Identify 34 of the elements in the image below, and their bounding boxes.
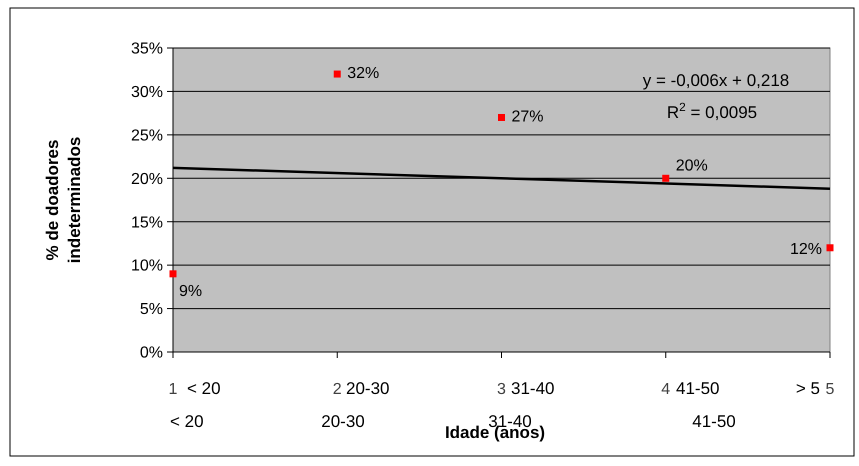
data-label: 32% xyxy=(347,65,380,82)
x-tick-label: 4 xyxy=(661,381,670,398)
text: < 20 xyxy=(170,412,204,431)
data-label: 20% xyxy=(676,157,708,174)
annotation: R$^{2}$ = 0,0095 xyxy=(666,100,758,122)
x-tick-label: 3 xyxy=(497,381,506,398)
point xyxy=(170,270,176,278)
data-label: 9% xyxy=(179,282,202,300)
data-label: 12% xyxy=(790,240,822,258)
x-tick-label: 2 xyxy=(332,381,342,398)
text: > 5 xyxy=(796,379,820,398)
y-tick-label: 15% xyxy=(130,214,163,232)
y-tick-label: 20% xyxy=(130,170,163,188)
point xyxy=(498,114,505,121)
text: 20-30 xyxy=(346,379,390,398)
point xyxy=(334,70,341,78)
y-tick-label: 5% xyxy=(140,301,163,318)
x-tick-label: 1 xyxy=(168,381,178,398)
y-tick-label: 30% xyxy=(130,84,163,102)
text: 20-30 xyxy=(321,412,365,431)
text: 31-40 xyxy=(511,379,554,398)
y-tick-label: 25% xyxy=(130,127,163,144)
text: < 20 xyxy=(187,379,221,398)
y-tick-label: 10% xyxy=(130,258,163,275)
text: 41-50 xyxy=(692,412,736,431)
data-label: 27% xyxy=(512,108,544,126)
point xyxy=(662,174,670,182)
y-axis-title: % de doadores indeterminados xyxy=(43,136,84,264)
y-tick-label: 35% xyxy=(130,40,163,58)
x-tick-label: 5 xyxy=(826,381,835,398)
y-tick-label: 0% xyxy=(140,344,163,362)
point xyxy=(826,244,834,252)
annotation: y = -0,006x + 0,218 xyxy=(642,71,790,90)
text: 41-50 xyxy=(676,379,720,398)
